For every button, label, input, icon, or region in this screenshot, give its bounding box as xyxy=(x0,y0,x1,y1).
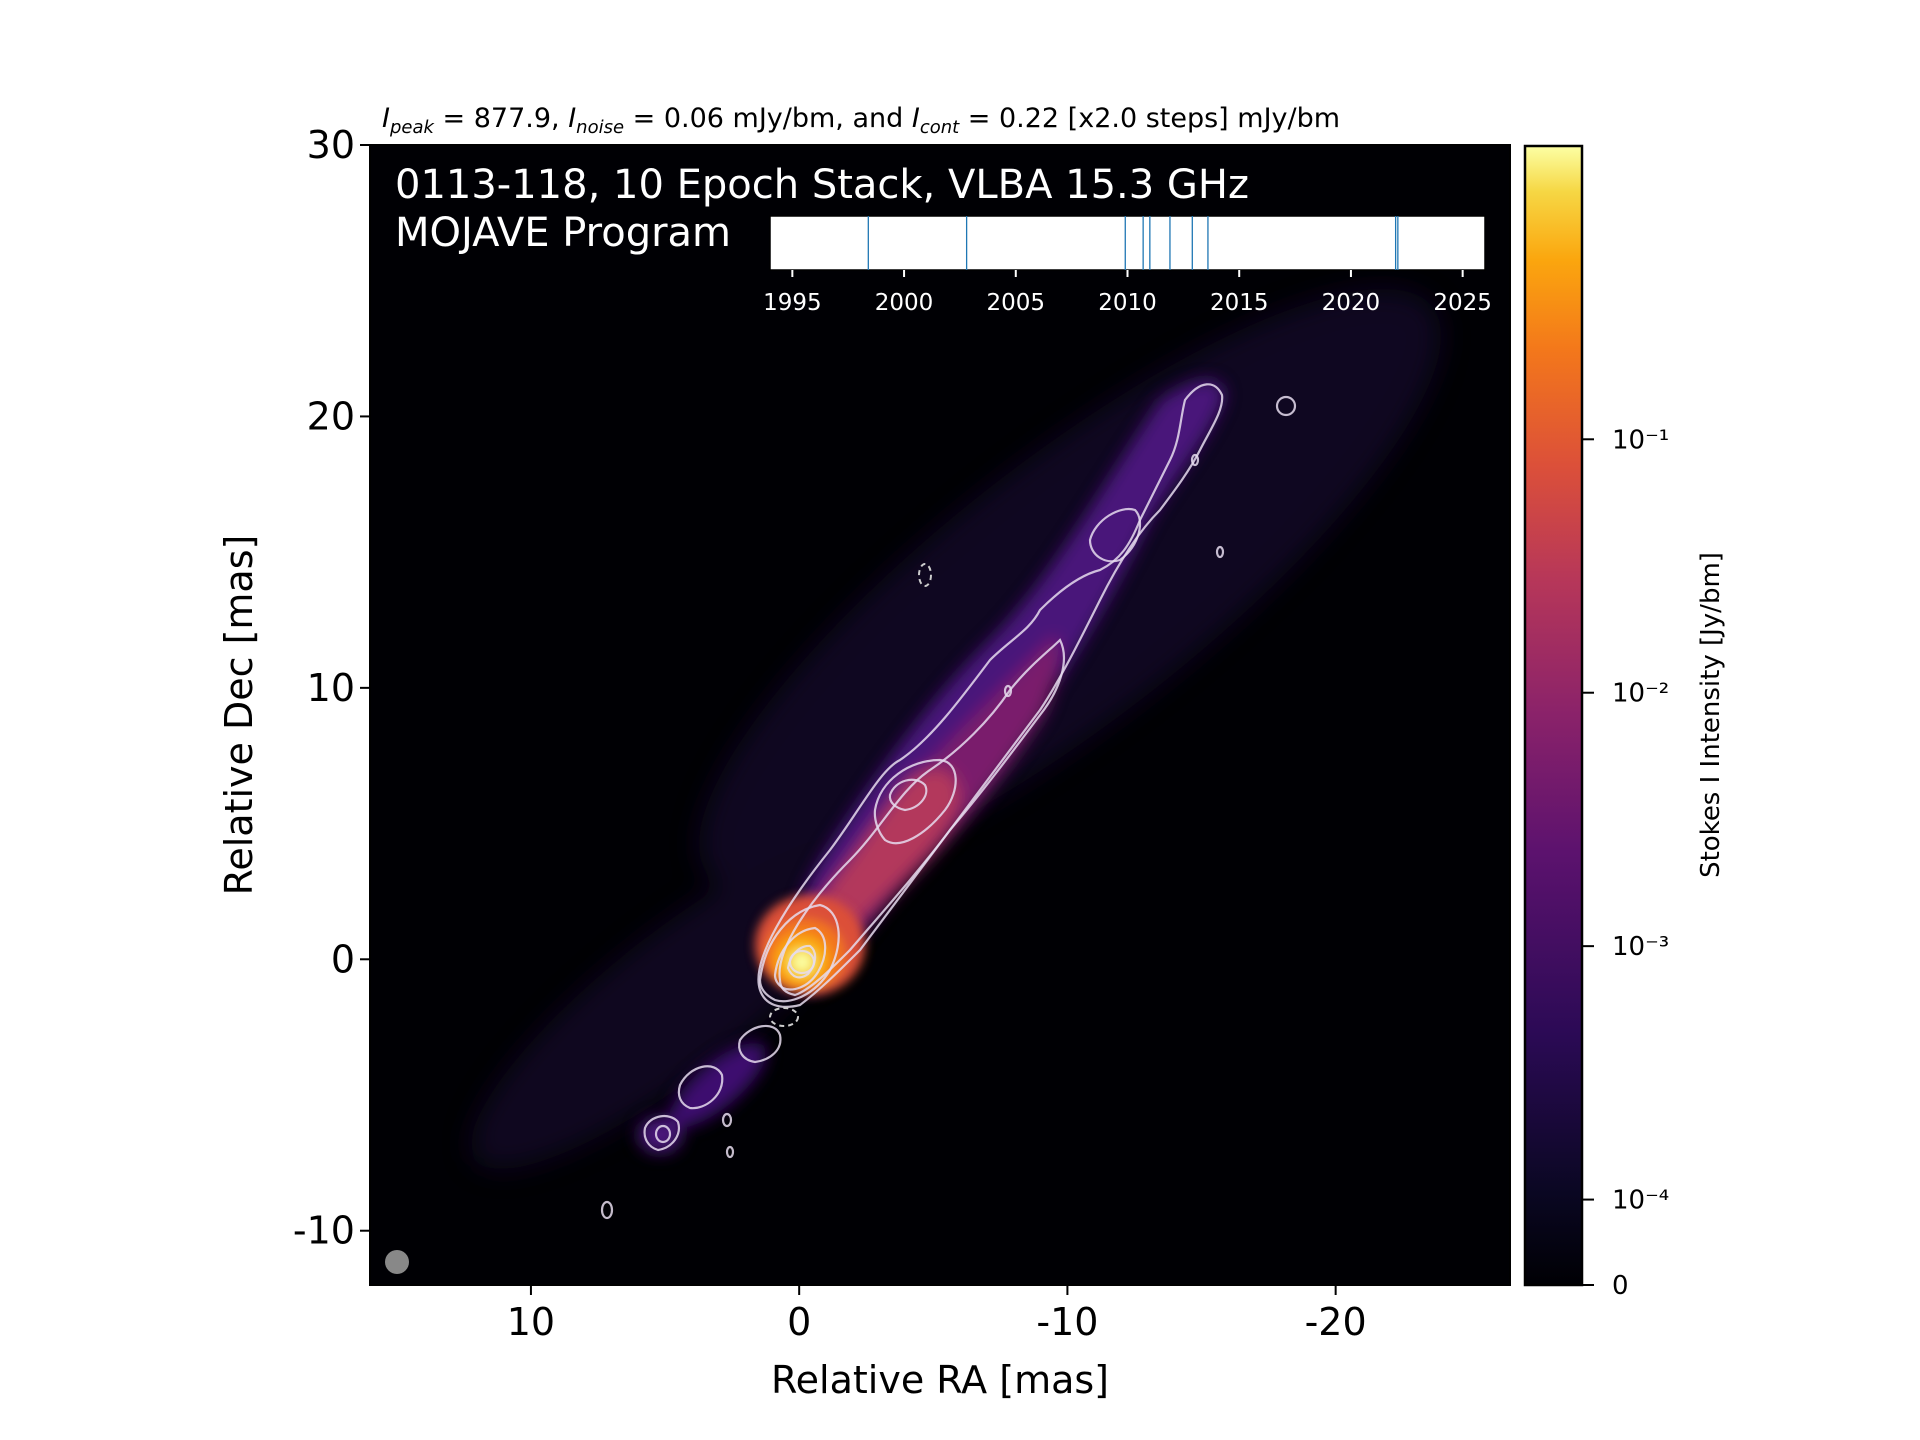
epoch-inset: 1995 2000 2005 2010 2015 2020 2025 xyxy=(763,215,1492,316)
contour-ne4 xyxy=(1190,453,1200,467)
contour-sw3 xyxy=(643,1114,680,1152)
image-frame xyxy=(369,144,1511,1286)
y-tick-label: 0 xyxy=(331,937,355,981)
contour-4 xyxy=(888,778,928,812)
epoch-tick-label: 1995 xyxy=(763,290,822,316)
contour-ne1 xyxy=(1275,395,1297,417)
colorbar-tick-label: 10⁻² xyxy=(1612,679,1669,709)
contours xyxy=(600,383,1297,1220)
contour-sw7 xyxy=(725,1145,735,1159)
y-tick-label: 20 xyxy=(307,394,355,438)
epoch-tick-label: 2005 xyxy=(987,290,1046,316)
epoch-tick-label: 2010 xyxy=(1098,290,1157,316)
epoch-lines xyxy=(867,216,1399,270)
y-tick-label: -10 xyxy=(293,1209,355,1253)
epoch-ticks: 1995 2000 2005 2010 2015 2020 2025 xyxy=(763,270,1492,316)
colorbar-tick-label: 10⁻¹ xyxy=(1612,425,1669,455)
colorbar-gradient xyxy=(1523,144,1584,1287)
contour-ne2 xyxy=(1215,545,1225,559)
y-tick-label: 10 xyxy=(307,666,355,710)
x-tick-label: 10 xyxy=(507,1300,555,1344)
contour-7 xyxy=(773,926,827,991)
contour-9 xyxy=(788,949,816,975)
contour-2 xyxy=(778,638,1065,997)
colorbar-tick-label: 10⁻⁴ xyxy=(1612,1186,1669,1216)
x-tick-label: -10 xyxy=(1036,1300,1098,1344)
y-axis-label: Relative Dec [mas] xyxy=(217,535,261,896)
x-tick-label: -20 xyxy=(1305,1300,1367,1344)
negative-contours xyxy=(769,563,932,1027)
epoch-tick-label: 2000 xyxy=(875,290,934,316)
epoch-inset-box xyxy=(769,215,1486,271)
epoch-tick-label: 2020 xyxy=(1322,290,1381,316)
contour-sw6 xyxy=(721,1112,733,1128)
contour-sw4 xyxy=(654,1124,672,1144)
program-label: MOJAVE Program xyxy=(395,210,731,256)
epoch-tick-label: 2015 xyxy=(1210,290,1269,316)
contour-6 xyxy=(758,903,840,1003)
x-tick-label: 0 xyxy=(787,1300,811,1344)
colorbar-label: Stokes I Intensity [Jy/bm] xyxy=(1696,552,1726,878)
x-axis: 10 0 -10 -20 xyxy=(507,1285,1367,1344)
colorbar-ticks: 0 10⁻⁴ 10⁻³ 10⁻² 10⁻¹ xyxy=(1582,425,1669,1301)
contour-ne3 xyxy=(1003,684,1013,698)
beam-ellipse xyxy=(385,1250,409,1274)
source-title: 0113-118, 10 Epoch Stack, VLBA 15.3 GHz xyxy=(395,162,1249,208)
stats-header: Ipeak = 877.9, Inoise = 0.06 mJy/bm, and… xyxy=(382,103,1340,138)
epoch-tick-label: 2025 xyxy=(1433,290,1492,316)
contour-3 xyxy=(873,758,957,845)
contour-sw1 xyxy=(738,1024,782,1064)
contour-sw5 xyxy=(600,1200,614,1220)
colorbar: 0 10⁻⁴ 10⁻³ 10⁻² 10⁻¹ Stokes I Intensity [Jy… xyxy=(1523,144,1726,1301)
image-panel: 0113-118, 10 Epoch Stack, VLBA 15.3 GHz … xyxy=(369,144,1511,1286)
contour-5 xyxy=(1088,507,1142,563)
y-axis: -10 0 10 20 30 xyxy=(293,123,370,1253)
colorbar-tick-label: 10⁻³ xyxy=(1612,932,1669,962)
colorbar-tick-label: 0 xyxy=(1612,1271,1629,1301)
x-axis-label: Relative RA [mas] xyxy=(771,1358,1109,1402)
y-tick-label: 30 xyxy=(307,123,355,167)
contour-sw2 xyxy=(677,1065,724,1110)
